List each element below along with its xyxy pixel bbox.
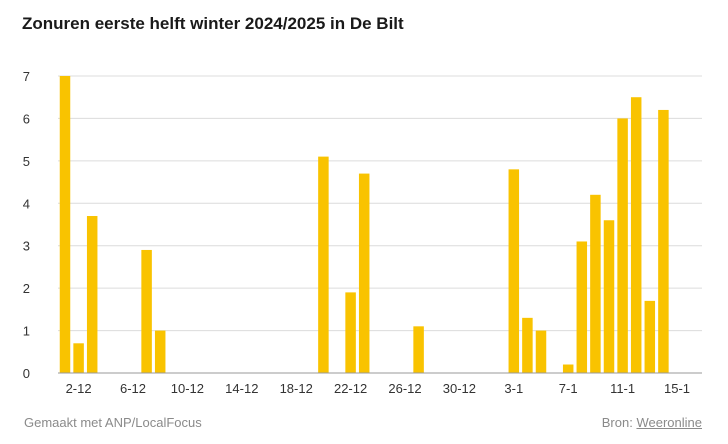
- bar-20-12[interactable]: [318, 156, 329, 373]
- source-link[interactable]: Weeronline: [636, 415, 702, 430]
- bars: [59, 76, 669, 373]
- bar-7-1[interactable]: [562, 364, 574, 373]
- bar-11-1[interactable]: [617, 118, 628, 373]
- source-credit: Bron: Weeronline: [602, 415, 702, 430]
- y-tick-label: 5: [23, 154, 30, 169]
- bar-13-1[interactable]: [644, 300, 656, 373]
- x-tick-label: 22-12: [334, 381, 367, 396]
- made-with-credit: Gemaakt met ANP/LocalFocus: [24, 415, 202, 430]
- y-tick-label: 6: [23, 111, 30, 126]
- y-tick-label: 4: [23, 196, 30, 211]
- y-axis-ticks: 0 1 2 3 4 5 6 7: [23, 69, 30, 381]
- y-tick-label: 7: [23, 69, 30, 84]
- y-tick-label: 1: [23, 324, 30, 339]
- y-tick-label: 2: [23, 281, 30, 296]
- bar-3-12[interactable]: [86, 216, 98, 373]
- y-tick-label: 3: [23, 239, 30, 254]
- x-tick-label: 30-12: [443, 381, 476, 396]
- x-tick-label: 15-1: [664, 381, 690, 396]
- x-tick-label: 6-12: [120, 381, 146, 396]
- x-tick-label: 26-12: [388, 381, 421, 396]
- bar-12-1[interactable]: [630, 97, 642, 373]
- x-tick-label: 7-1: [559, 381, 578, 396]
- bar-22-12[interactable]: [345, 292, 356, 373]
- bar-10-1[interactable]: [603, 220, 615, 373]
- bar-2-12[interactable]: [73, 343, 84, 373]
- bar-3-1[interactable]: [508, 169, 520, 373]
- x-tick-label: 10-12: [171, 381, 204, 396]
- source-prefix: Bron:: [601, 415, 633, 430]
- bar-14-1[interactable]: [658, 109, 669, 373]
- x-axis-ticks: 2-12 6-12 10-12 14-12 18-12 22-12 26-12 30-12 3-…: [66, 381, 690, 396]
- bar-27-12[interactable]: [413, 326, 424, 373]
- bar-9-1[interactable]: [590, 194, 601, 373]
- bar-8-12[interactable]: [154, 330, 166, 373]
- x-tick-label: 14-12: [225, 381, 258, 396]
- x-tick-label: 18-12: [280, 381, 313, 396]
- bar-8-1[interactable]: [576, 241, 588, 373]
- x-tick-label: 2-12: [66, 381, 92, 396]
- bar-5-1[interactable]: [535, 330, 547, 373]
- chart-title: Zonuren eerste helft winter 2024/2025 in…: [22, 14, 404, 33]
- x-tick-label: 11-1: [610, 381, 635, 396]
- bar-7-12[interactable]: [141, 249, 152, 373]
- y-tick-label: 0: [23, 366, 30, 381]
- bar-1-12[interactable]: [59, 76, 71, 373]
- bar-4-1[interactable]: [522, 317, 533, 373]
- bar-23-12[interactable]: [358, 173, 370, 373]
- x-tick-label: 3-1: [504, 381, 523, 396]
